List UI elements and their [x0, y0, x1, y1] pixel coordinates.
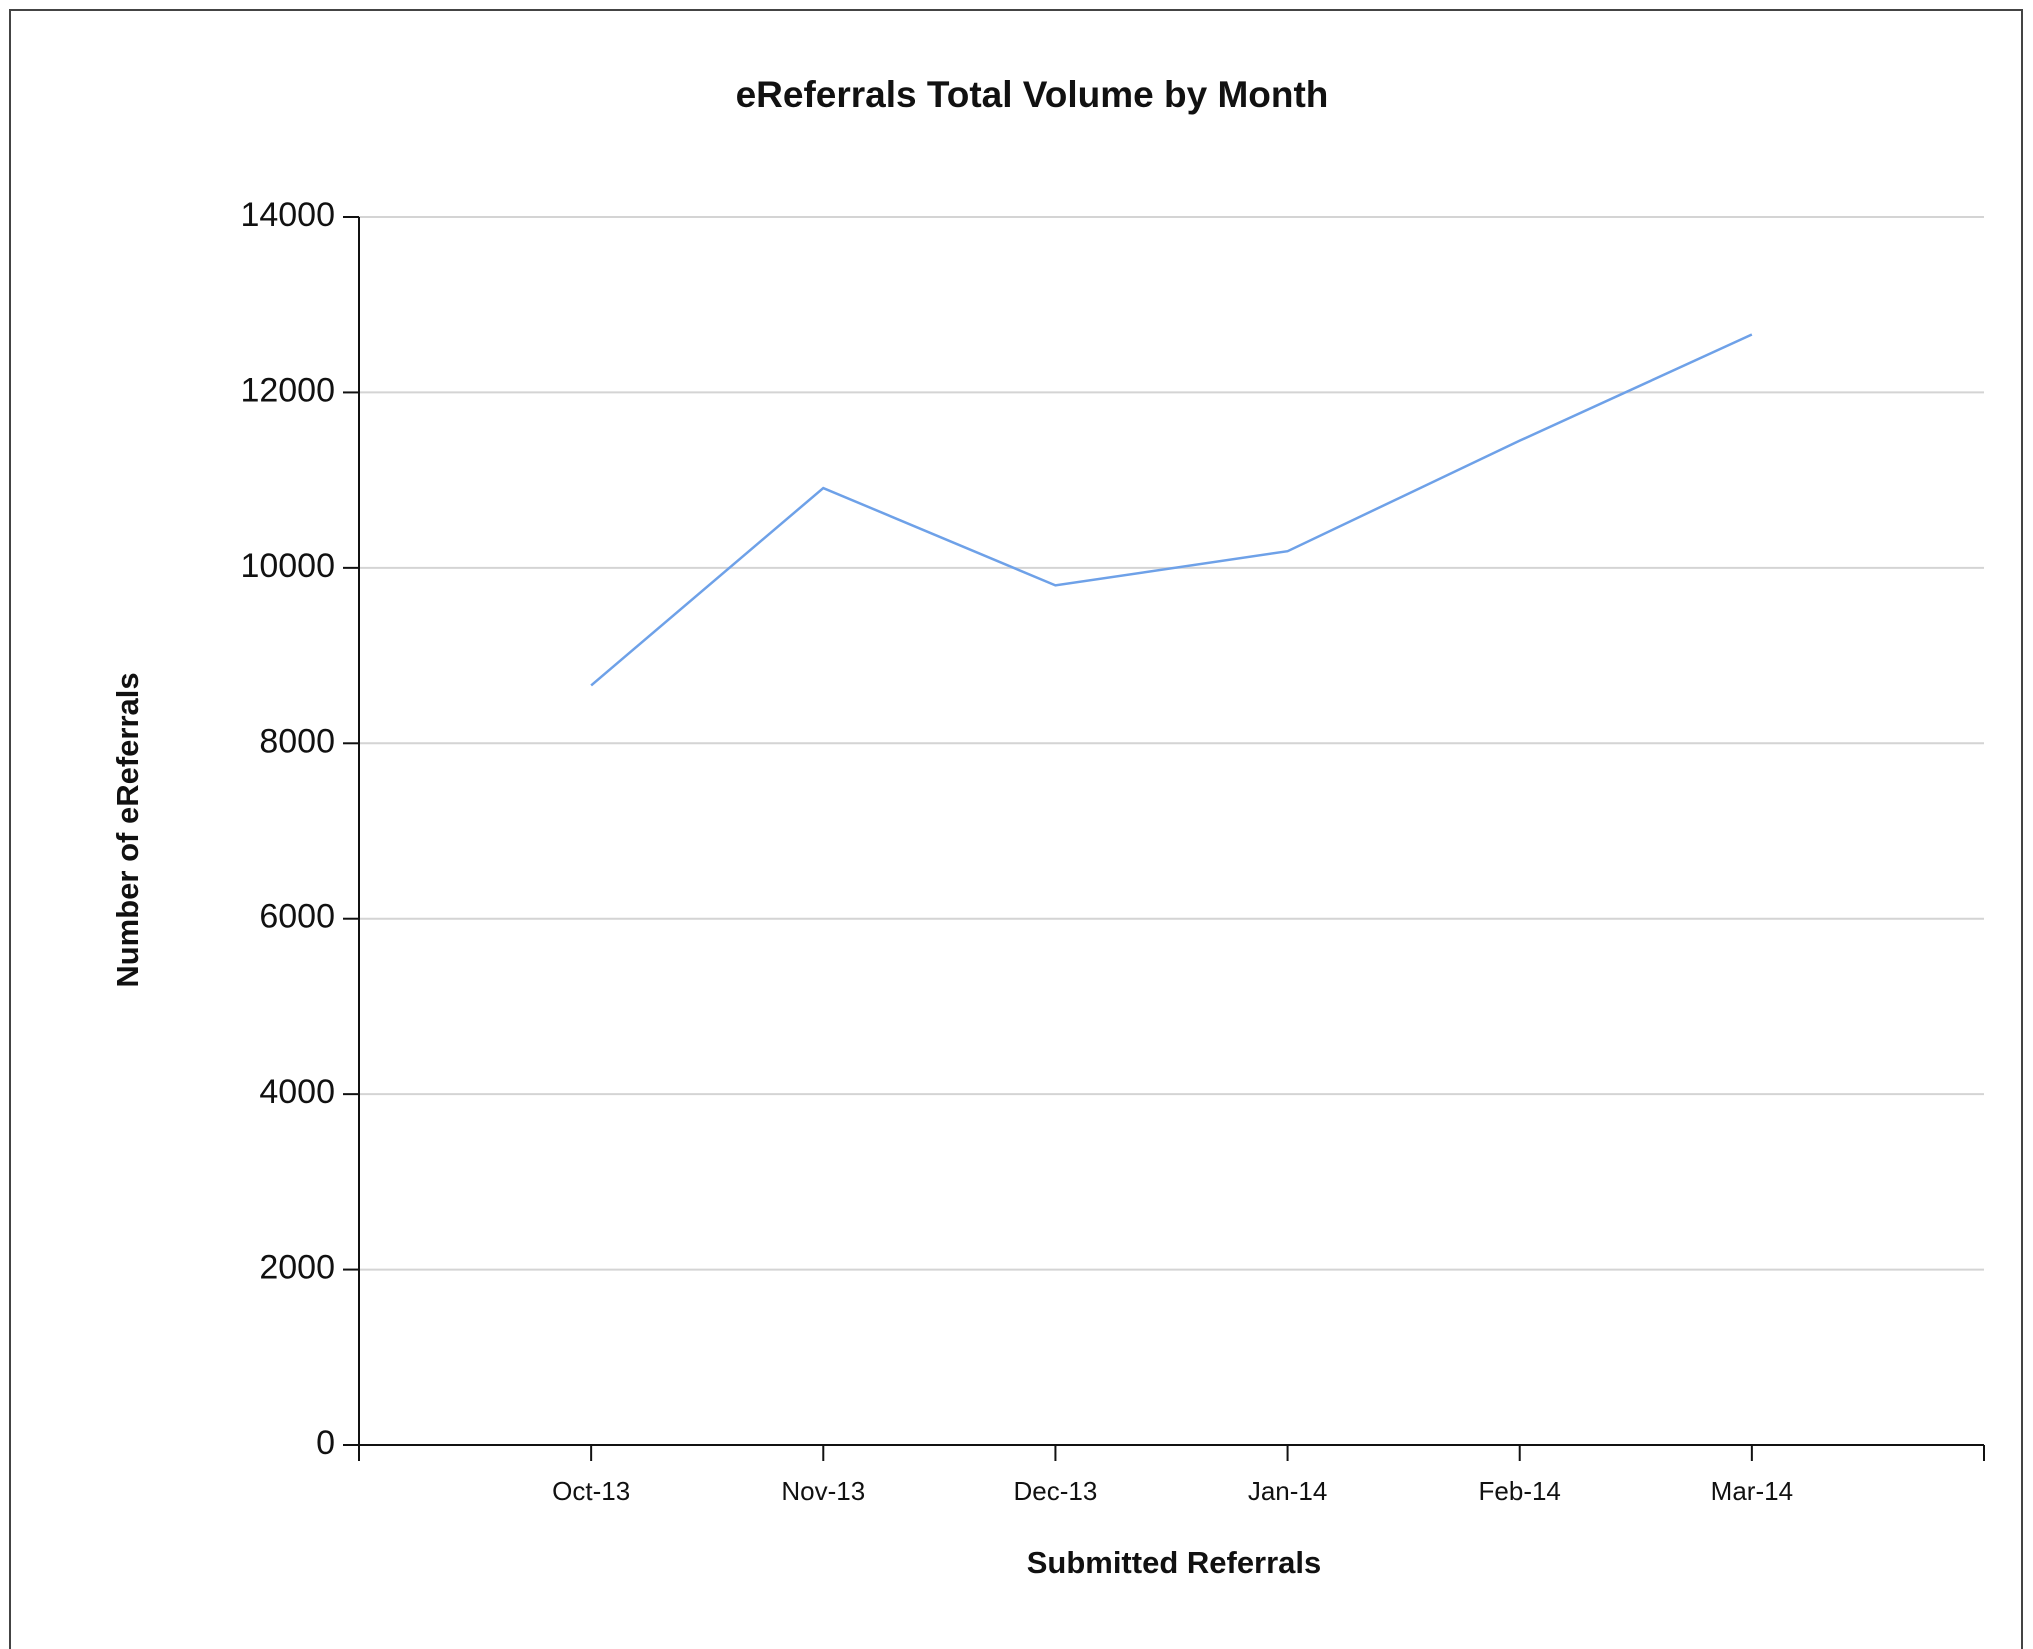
y-tick-label: 10000	[240, 547, 335, 585]
x-tick-label: Nov-13	[781, 1476, 865, 1506]
y-tick-label: 8000	[259, 722, 335, 760]
x-tick-label: Dec-13	[1014, 1476, 1098, 1506]
y-tick-label: 0	[316, 1424, 335, 1462]
frame	[9, 9, 2023, 1649]
chart-title: eReferrals Total Volume by Month	[736, 74, 1329, 115]
y-tick-label: 12000	[240, 371, 335, 409]
x-tick-label: Feb-14	[1479, 1476, 1561, 1506]
y-tick-label: 14000	[240, 196, 335, 234]
y-tick-label: 6000	[259, 898, 335, 936]
x-tick-label: Jan-14	[1248, 1476, 1328, 1506]
x-tick-label: Oct-13	[552, 1476, 630, 1506]
y-tick-label: 4000	[259, 1073, 335, 1111]
y-axis-label: Number of eReferrals	[110, 672, 145, 987]
y-tick-label: 2000	[259, 1249, 335, 1287]
x-axis-label: Submitted Referrals	[1027, 1545, 1322, 1580]
x-tick-label: Mar-14	[1711, 1476, 1793, 1506]
line-series	[590, 333, 1753, 687]
